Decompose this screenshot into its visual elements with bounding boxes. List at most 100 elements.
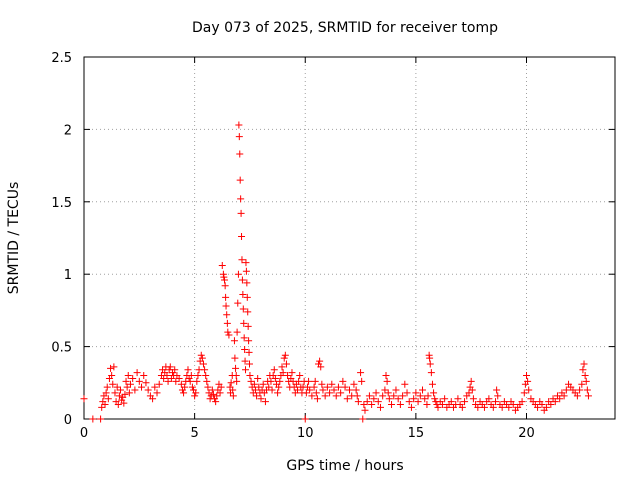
data-point <box>217 383 225 391</box>
data-point <box>110 363 118 371</box>
data-point <box>419 386 427 394</box>
data-point <box>319 386 327 394</box>
data-point <box>489 403 497 411</box>
data-point <box>244 322 252 330</box>
plot-frame <box>83 56 616 420</box>
data-point <box>284 372 292 380</box>
data-point <box>542 403 550 411</box>
data-point <box>172 377 180 385</box>
data-point <box>213 392 221 400</box>
data-point <box>239 305 247 313</box>
data-point <box>556 395 564 403</box>
data-point <box>313 395 321 403</box>
data-point <box>583 386 591 394</box>
data-point <box>122 377 130 385</box>
data-point <box>551 398 559 406</box>
data-point <box>350 380 358 388</box>
data-point <box>421 395 429 403</box>
data-point <box>410 395 418 403</box>
data-point <box>405 398 413 406</box>
data-point <box>140 372 148 380</box>
data-point <box>576 386 584 394</box>
data-point <box>265 383 273 391</box>
data-point <box>184 366 192 374</box>
data-point <box>235 133 243 141</box>
data-point <box>360 401 368 409</box>
y-tick-label: 2.5 <box>51 51 72 66</box>
data-point <box>438 401 446 409</box>
data-point <box>353 392 361 400</box>
data-point <box>135 377 143 385</box>
data-point <box>267 377 275 385</box>
data-point <box>365 392 373 400</box>
data-point <box>416 392 424 400</box>
data-point <box>509 401 517 409</box>
data-point <box>383 377 391 385</box>
data-point <box>237 195 245 203</box>
data-point <box>98 403 106 411</box>
data-point <box>434 403 442 411</box>
data-point <box>241 357 249 365</box>
y-tick-label: 0 <box>64 413 72 428</box>
data-point <box>374 398 382 406</box>
data-point <box>222 302 230 310</box>
data-point <box>151 383 159 391</box>
data-point <box>485 395 493 403</box>
data-point <box>334 383 342 391</box>
data-point <box>301 415 309 423</box>
data-point <box>311 377 319 385</box>
data-point <box>465 389 473 397</box>
data-point <box>117 386 125 394</box>
data-point <box>412 389 420 397</box>
data-point <box>124 372 132 380</box>
data-point <box>392 386 400 394</box>
data-point <box>192 389 200 397</box>
data-point <box>312 389 320 397</box>
data-point <box>584 392 592 400</box>
data-point <box>424 392 432 400</box>
data-point <box>235 121 243 129</box>
data-point <box>251 386 259 394</box>
data-point <box>294 386 302 394</box>
data-point <box>223 311 231 319</box>
data-point <box>234 299 242 307</box>
data-point <box>245 337 253 345</box>
data-point <box>423 401 431 409</box>
data-point <box>243 279 251 287</box>
data-point <box>197 351 205 359</box>
data-point <box>233 377 241 385</box>
data-point <box>149 395 157 403</box>
data-point <box>238 276 246 284</box>
data-point <box>271 374 279 382</box>
x-tick-label: 10 <box>297 426 314 441</box>
data-point <box>394 395 402 403</box>
data-point <box>302 389 310 397</box>
data-point <box>89 415 97 423</box>
data-point <box>259 380 267 388</box>
data-point <box>578 380 586 388</box>
data-point <box>242 366 250 374</box>
data-point <box>426 354 434 362</box>
data-point <box>101 401 109 409</box>
data-point <box>308 392 316 400</box>
data-point <box>582 377 590 385</box>
data-point <box>187 372 195 380</box>
data-point <box>318 380 326 388</box>
data-point <box>224 328 232 336</box>
data-point <box>343 395 351 403</box>
data-point <box>203 377 211 385</box>
data-point <box>245 360 253 368</box>
data-point <box>288 369 296 377</box>
data-point <box>278 363 286 371</box>
data-point <box>382 372 390 380</box>
data-point <box>188 383 196 391</box>
data-point <box>225 331 233 339</box>
data-point <box>113 383 121 391</box>
data-point <box>202 372 210 380</box>
data-point <box>123 383 131 391</box>
data-point <box>547 401 555 409</box>
data-point <box>361 406 369 414</box>
data-point <box>339 377 347 385</box>
x-tick-label: 5 <box>190 426 198 441</box>
